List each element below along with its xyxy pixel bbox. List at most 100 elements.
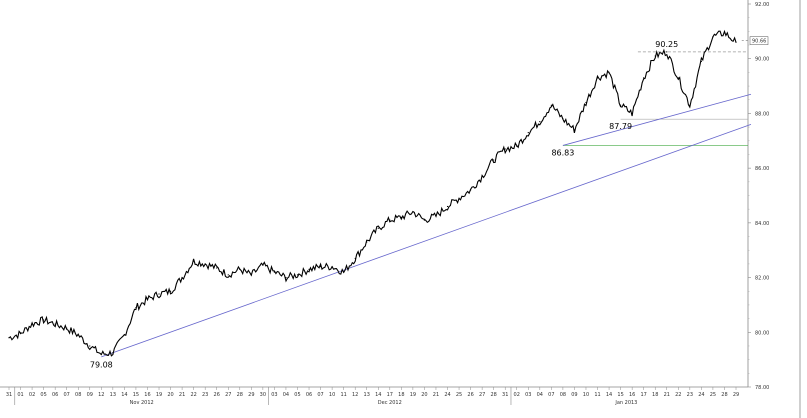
y-tick-label: 90.00	[755, 57, 769, 63]
current-price-box	[749, 36, 769, 45]
month-label: Dec 2012	[378, 400, 402, 406]
month-label: Nov 2012	[130, 400, 154, 406]
price-point	[343, 271, 345, 273]
price-point	[550, 104, 552, 106]
price-point	[608, 71, 610, 73]
y-tick-label: 92.00	[755, 2, 769, 8]
x-tick-label: 14	[606, 392, 612, 398]
price-point	[643, 77, 645, 79]
x-tick-label: 03	[271, 392, 277, 398]
price-point	[666, 51, 668, 53]
trendline	[562, 93, 752, 146]
price-point	[331, 266, 333, 268]
price-point	[585, 101, 587, 104]
price-point	[400, 216, 402, 218]
x-tick-label: 25	[710, 392, 716, 398]
price-point	[723, 32, 726, 34]
annotation-label: 90.25	[655, 40, 678, 49]
price-point	[262, 264, 264, 266]
price-point	[389, 219, 391, 221]
x-tick-label: 16	[629, 392, 635, 398]
x-tick-label: 31	[6, 392, 12, 398]
x-tick-label: 19	[156, 392, 162, 398]
x-tick-label: 05	[40, 392, 46, 398]
price-point	[273, 271, 276, 273]
price-point	[562, 118, 564, 120]
y-tick-label: 88.00	[755, 111, 769, 117]
x-tick-label: 12	[352, 392, 358, 398]
x-tick-label: 27	[225, 392, 231, 398]
price-point	[31, 323, 33, 325]
x-tick-label: 09	[87, 392, 93, 398]
price-point	[504, 148, 506, 150]
price-point	[250, 274, 252, 276]
price-point	[366, 241, 368, 243]
price-point	[516, 145, 518, 147]
price-point	[123, 334, 125, 336]
x-tick-label: 07	[548, 392, 554, 398]
trendline	[101, 123, 752, 358]
x-tick-label: 10	[329, 392, 335, 398]
annotation-label: 86.83	[551, 148, 574, 157]
y-tick-label: 84.00	[755, 221, 769, 227]
price-point	[181, 276, 183, 279]
x-tick-label: 22	[675, 392, 681, 398]
price-point	[100, 353, 102, 355]
x-tick-label: 11	[340, 392, 346, 398]
price-point	[469, 189, 472, 191]
x-tick-label: 26	[214, 392, 220, 398]
price-point	[735, 41, 737, 43]
x-tick-label: 24	[698, 392, 704, 398]
x-tick-label: 07	[64, 392, 70, 398]
price-point	[19, 333, 22, 335]
y-tick-label: 86.00	[755, 166, 769, 172]
price-point	[354, 257, 356, 260]
price-point	[285, 276, 287, 279]
x-tick-label: 14	[121, 392, 127, 398]
x-tick-label: 07	[317, 392, 323, 398]
x-tick-label: 01	[17, 392, 23, 398]
price-point	[319, 266, 322, 268]
x-tick-label: 16	[144, 392, 150, 398]
price-point	[654, 55, 656, 57]
x-tick-label: 11	[594, 392, 600, 398]
annotation-label: 79.08	[90, 360, 113, 369]
x-tick-label: 09	[571, 392, 577, 398]
price-point	[493, 159, 495, 161]
x-tick-label: 05	[294, 392, 300, 398]
x-tick-label: 06	[52, 392, 58, 398]
price-point	[227, 274, 229, 276]
x-axis: 31 01 02 05 06 07 08 09 12 13 14 15 16 19 20 21 22 23 26 27…	[6, 387, 739, 406]
x-tick-label: 21	[433, 392, 439, 398]
price-point	[146, 298, 149, 301]
y-axis: 78.00 80.00 82.00 84.00 86.00 88.00 90.00 92.00	[748, 2, 769, 391]
price-point	[527, 131, 529, 134]
price-point	[158, 293, 160, 295]
x-tick-label: 20	[167, 392, 173, 398]
price-point	[43, 319, 45, 321]
current-price-label: 90.66	[752, 39, 766, 45]
price-point	[435, 215, 437, 217]
x-tick-label: 13	[364, 392, 370, 398]
x-tick-label: 28	[490, 392, 496, 398]
month-label: Jan 2013	[614, 400, 637, 406]
x-tick-label: 24	[444, 392, 450, 398]
trendlines	[101, 93, 752, 358]
x-tick-label: 30	[260, 392, 266, 398]
x-tick-label: 13	[110, 392, 116, 398]
x-tick-label: 15	[617, 392, 623, 398]
price-point	[204, 263, 206, 265]
x-tick-label: 04	[283, 392, 289, 398]
x-tick-label: 29	[248, 392, 254, 398]
x-tick-label: 21	[179, 392, 185, 398]
x-tick-label: 20	[421, 392, 427, 398]
x-tick-label: 15	[133, 392, 139, 398]
price-point	[620, 104, 622, 106]
x-tick-label: 02	[514, 392, 520, 398]
price-point	[677, 77, 679, 79]
price-point	[458, 197, 460, 199]
annotation-label: 87.79	[609, 122, 632, 131]
price-point	[481, 175, 483, 177]
